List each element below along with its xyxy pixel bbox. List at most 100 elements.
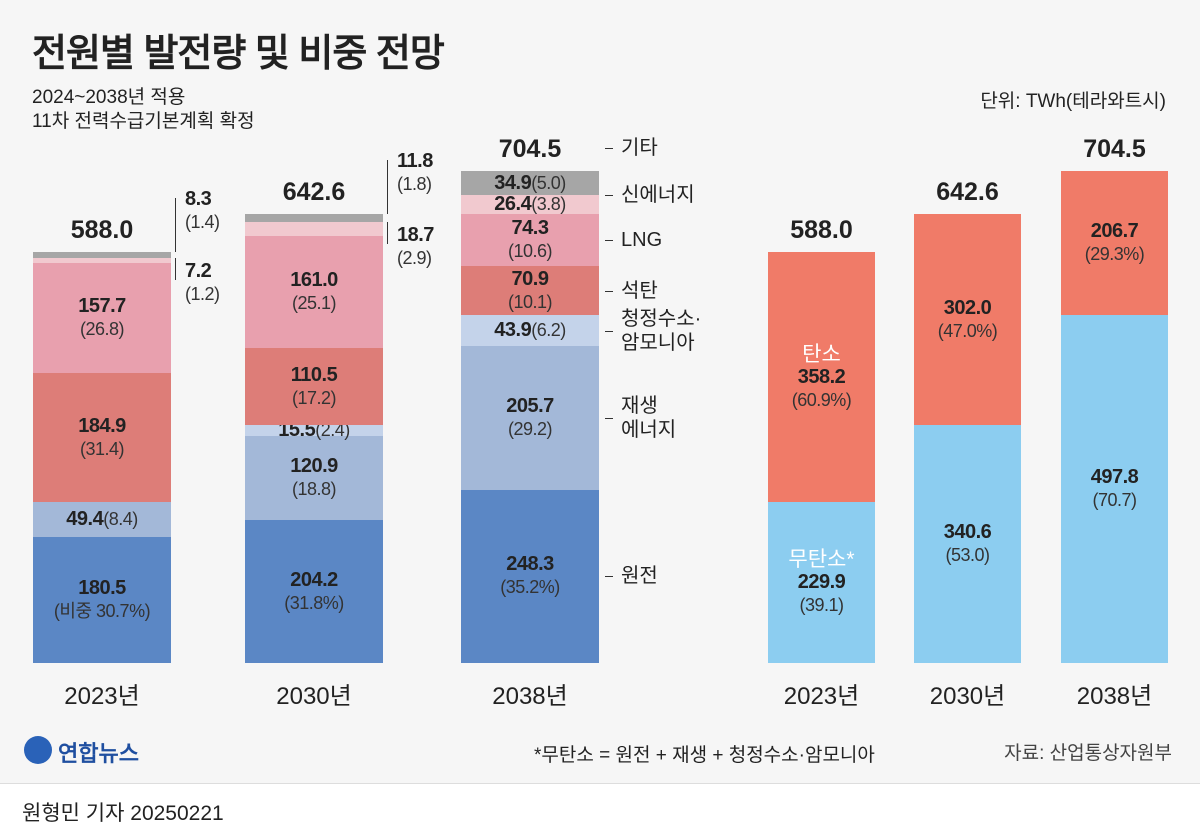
value-label: 161.0	[290, 268, 338, 291]
value-label: 49.4	[66, 508, 104, 531]
segment-label: 497.8 (70.7)	[1061, 315, 1168, 663]
segment-label: 206.7 (29.3%)	[1061, 171, 1168, 315]
share-label: (31.4)	[79, 438, 125, 459]
value-label: 248.3	[506, 553, 554, 576]
total-label: 588.0	[70, 216, 134, 245]
share-label: (53.0)	[945, 545, 990, 566]
value-label: 74.3	[511, 216, 549, 239]
share-label: (18.8)	[291, 479, 337, 500]
series-label: 무탄소*	[788, 548, 855, 572]
legend-label: 재생 에너지	[621, 394, 677, 441]
bar-segment	[461, 265, 599, 316]
x-tick-label: 2038년	[492, 683, 568, 710]
bar-segment	[245, 214, 383, 223]
value-label: 34.9	[494, 171, 532, 194]
bar-segment	[245, 235, 383, 348]
value-label: 180.5	[78, 576, 126, 599]
subtitle: 2024~2038년 적용 11차 전력수급기본계획 확정	[32, 87, 255, 132]
segment-label: 70.9 (10.1)	[461, 266, 599, 316]
footer-strip	[0, 783, 1200, 839]
total-label: 704.5	[498, 135, 562, 163]
legend-tick	[605, 330, 613, 332]
segment-label: 184.9 (31.4)	[33, 373, 171, 502]
segment-label: 340.6 (53.0)	[914, 425, 1021, 663]
bar-segment	[33, 258, 171, 264]
segment-label: 110.5 (17.2)	[245, 348, 383, 425]
bar-segment	[33, 502, 171, 537]
value-label: 120.9	[290, 455, 338, 478]
source: 자료: 산업통상자원부	[1004, 743, 1172, 764]
outside-label: 7.2 (1.2)	[185, 260, 220, 306]
value-label: 11.8	[397, 150, 433, 173]
share-label: (8.4)	[103, 509, 138, 530]
bar-segment	[33, 536, 171, 663]
value-label: 110.5	[290, 363, 338, 386]
share-label: (1.2)	[185, 284, 220, 305]
segment-label: 180.5 (비중 30.7%)	[33, 537, 171, 663]
legend-label: 기타	[621, 137, 658, 160]
bar-segment	[914, 214, 1021, 426]
share-label: (10.6)	[507, 240, 553, 261]
value-label: 358.2	[797, 365, 846, 388]
leader-line	[175, 258, 176, 281]
outside-label: 18.7 (2.9)	[397, 224, 434, 270]
share-label: (31.8%)	[284, 592, 344, 613]
share-label: (5.0)	[531, 172, 566, 193]
share-label: (29.3%)	[1084, 244, 1145, 265]
segment-label: 34.9 (5.0)	[461, 171, 599, 195]
bar-segment	[461, 195, 599, 214]
total-label: 642.6	[936, 178, 999, 207]
leader-line	[387, 160, 388, 215]
share-label: (29.2)	[507, 418, 553, 439]
x-tick-label: 2038년	[1076, 683, 1153, 710]
segment-label: 74.3 (10.6)	[461, 214, 599, 266]
legend-label: LNG	[621, 228, 663, 251]
segment-label: 302.0 (47.0%)	[914, 214, 1021, 425]
share-label: (10.1)	[507, 291, 553, 312]
bar-segment	[914, 425, 1021, 663]
segment-label: 205.7 (29.2)	[461, 346, 599, 490]
footnote: *무탄소 = 원전 + 재생 + 청정수소·암모니아	[534, 745, 875, 766]
legend-label: 신에너지	[621, 183, 695, 206]
value-label: 43.9	[494, 319, 532, 342]
share-label: (1.8)	[397, 174, 432, 195]
bar-segment	[245, 435, 383, 521]
logo-emblem	[24, 736, 52, 764]
bar-segment	[245, 425, 383, 436]
value-label: 7.2	[185, 260, 212, 283]
outside-label: 11.8 (1.8)	[397, 150, 433, 196]
value-label: 340.6	[943, 521, 992, 544]
legend-label: 청정수소· 암모니아	[621, 307, 702, 354]
outside-label: 8.3 (1.4)	[185, 188, 220, 234]
total-label: 704.5	[1083, 135, 1146, 163]
value-label: 157.7	[78, 295, 126, 318]
bar-segment	[245, 347, 383, 426]
unit: 단위: TWh(테라와트시)	[980, 91, 1166, 112]
legend-tick	[605, 417, 613, 419]
bar-segment	[245, 222, 383, 236]
share-label: (60.9%)	[791, 389, 852, 410]
title: 전원별 발전량 및 비중 전망	[32, 33, 445, 75]
bar-segment	[33, 263, 171, 374]
bar-segment	[461, 489, 599, 663]
share-label: (1.4)	[185, 212, 220, 233]
share-label: (39.1)	[799, 595, 844, 616]
bar-segment	[245, 520, 383, 663]
bar-segment	[33, 252, 171, 259]
segment-label: 204.2 (31.8%)	[245, 520, 383, 663]
share-label: (26.8)	[79, 319, 125, 340]
segment-label: 120.9 (18.8)	[245, 436, 383, 520]
leader-line	[175, 198, 176, 253]
value-label: 8.3	[185, 188, 212, 211]
value-label: 229.9	[797, 571, 846, 594]
value-label: 184.9	[78, 414, 126, 437]
byline: 원형민 기자 20250221	[22, 802, 224, 825]
legend-tick	[605, 148, 613, 150]
share-label: (비중 30.7%)	[53, 600, 151, 621]
value-label: 206.7	[1090, 220, 1139, 243]
share-label: (25.1)	[291, 292, 337, 313]
value-label: 70.9	[511, 267, 549, 290]
segment-label: 157.7 (26.8)	[33, 263, 171, 373]
share-label: (3.8)	[531, 194, 566, 215]
segment-label: 248.3 (35.2%)	[461, 490, 599, 663]
